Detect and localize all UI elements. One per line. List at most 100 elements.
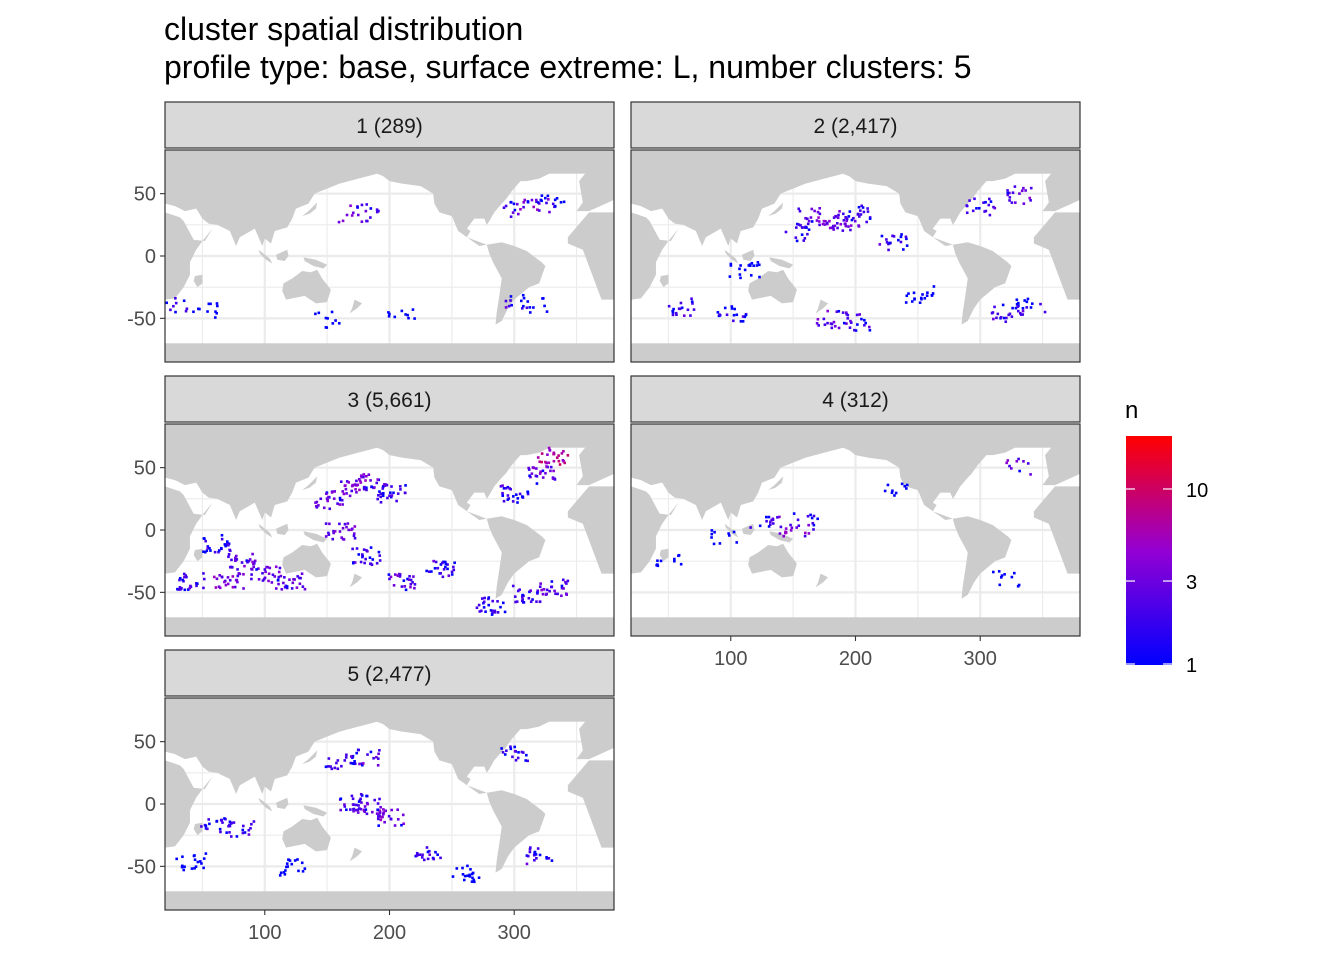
obs-cell: [303, 587, 307, 591]
obs-cell: [525, 854, 529, 857]
obs-cell: [923, 296, 927, 300]
obs-cell: [891, 489, 894, 493]
obs-cell: [468, 873, 471, 877]
obs-cell: [743, 268, 747, 272]
obs-cell: [1021, 307, 1025, 310]
facet-panel-1: 1 (289) 50 0 -50: [127, 101, 615, 363]
obs-cell: [190, 867, 194, 870]
obs-cell: [522, 296, 526, 300]
obs-cell: [528, 850, 532, 854]
obs-cell: [812, 514, 816, 518]
obs-cell: [1010, 575, 1014, 579]
obs-cell: [671, 313, 675, 317]
obs-cell: [502, 601, 505, 605]
obs-cell: [1008, 196, 1012, 199]
obs-cell: [345, 480, 349, 483]
obs-cell: [409, 578, 413, 582]
obs-cell: [1001, 303, 1005, 307]
obs-cell: [968, 199, 971, 202]
obs-cell: [817, 216, 820, 219]
obs-cell: [327, 531, 330, 535]
obs-cell: [228, 831, 231, 834]
land-polygon: [282, 269, 331, 304]
obs-cell: [995, 316, 998, 320]
obs-cell: [1026, 462, 1030, 465]
obs-cell: [526, 854, 530, 858]
obs-cell: [555, 196, 559, 200]
obs-cell: [367, 473, 371, 476]
obs-cell: [334, 319, 337, 322]
obs-cell: [369, 216, 372, 219]
obs-cell: [300, 572, 304, 576]
obs-cell: [551, 202, 555, 206]
obs-cell: [325, 326, 329, 329]
land-polygon: [165, 212, 213, 300]
obs-cell: [345, 808, 348, 812]
obs-cell: [365, 488, 368, 492]
obs-cell: [809, 513, 812, 517]
obs-cell: [807, 523, 810, 527]
obs-cell: [849, 224, 853, 227]
obs-cell: [999, 576, 1003, 579]
obs-cell: [356, 808, 360, 812]
obs-cell: [262, 577, 266, 581]
obs-cell: [806, 222, 810, 226]
obs-cell: [527, 466, 530, 470]
obs-cell: [291, 581, 295, 585]
obs-cell: [369, 562, 372, 566]
obs-cell: [539, 198, 543, 202]
obs-cell: [432, 857, 435, 861]
obs-cell: [859, 213, 863, 216]
obs-cell: [535, 600, 538, 603]
obs-cell: [219, 546, 223, 550]
obs-cell: [789, 529, 793, 532]
obs-cell: [794, 236, 798, 239]
legend-break-label: 10: [1186, 480, 1208, 502]
obs-cell: [224, 583, 228, 587]
obs-cell: [525, 862, 529, 866]
obs-cell: [174, 296, 177, 300]
obs-cell: [1011, 191, 1015, 195]
obs-cell: [426, 850, 430, 854]
obs-cell: [441, 561, 444, 565]
obs-cell: [359, 797, 362, 801]
obs-cell: [530, 472, 534, 475]
obs-cell: [180, 864, 184, 868]
obs-cell: [769, 520, 772, 524]
obs-cell: [1006, 189, 1009, 192]
obs-cell: [183, 575, 186, 579]
obs-cell: [810, 220, 814, 223]
obs-cell: [379, 495, 383, 499]
y-tick-label: 0: [145, 794, 156, 816]
facet-panel-5: 5 (2,477) 50 0 -50 100 200 300: [127, 649, 615, 944]
obs-cell: [830, 326, 834, 330]
obs-cell: [1022, 186, 1025, 190]
obs-cell: [511, 500, 515, 503]
land-polygon: [769, 257, 794, 269]
obs-cell: [193, 858, 197, 862]
obs-cell: [363, 805, 367, 808]
obs-cell: [755, 264, 759, 267]
obs-cell: [317, 311, 321, 315]
obs-cell: [816, 317, 820, 321]
obs-cell: [997, 570, 1001, 573]
obs-cell: [177, 588, 181, 591]
obs-cell: [804, 216, 807, 220]
obs-cell: [225, 831, 228, 834]
obs-cell: [1010, 201, 1014, 204]
obs-cell: [534, 198, 538, 202]
obs-cell: [282, 871, 286, 874]
obs-cell: [461, 873, 465, 876]
obs-cell: [381, 494, 385, 497]
land-polygon: [1042, 168, 1080, 212]
obs-cell: [527, 596, 531, 600]
obs-cell: [293, 859, 297, 862]
plot-area: [631, 150, 1080, 362]
obs-cell: [833, 324, 837, 328]
obs-cell: [971, 209, 975, 213]
obs-cell: [540, 194, 544, 197]
obs-cell: [718, 542, 722, 545]
obs-cell: [503, 610, 507, 614]
obs-cell: [353, 536, 357, 540]
obs-cell: [521, 495, 524, 499]
